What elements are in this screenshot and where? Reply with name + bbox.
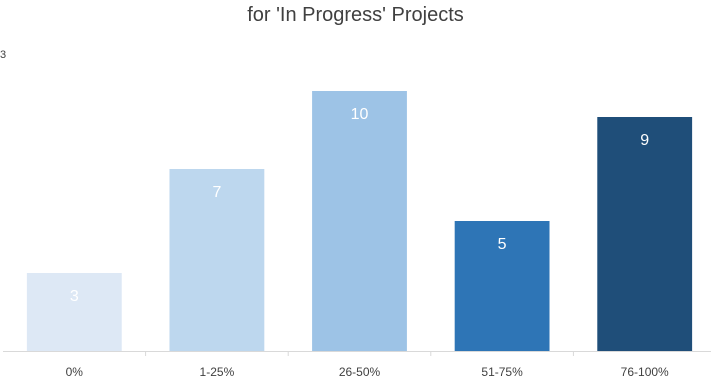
- data-label: 9: [640, 132, 649, 149]
- bar-1-25pct: [169, 169, 265, 351]
- chart-title: for 'In Progress' Projects: [247, 4, 464, 26]
- data-label: 3: [70, 288, 79, 305]
- x-tick-label: 0%: [66, 365, 84, 379]
- x-tick-label: 51-75%: [481, 365, 523, 379]
- x-tick-label: 26-50%: [339, 365, 381, 379]
- data-label: 7: [212, 184, 221, 201]
- bar-0pct: [26, 273, 122, 351]
- bar-76-100pct: [597, 117, 693, 351]
- bars-layer: 3 7 10 5 9: [26, 91, 693, 351]
- data-label: 5: [498, 236, 507, 253]
- bar-51-75pct: [454, 221, 550, 351]
- ticks-layer: 0% 1-25% 26-50% 51-75% 76-100%: [66, 351, 669, 379]
- x-tick-label: 1-25%: [200, 365, 235, 379]
- corner-text: 3: [0, 49, 7, 61]
- bar-26-50pct: [312, 91, 407, 351]
- data-label: 10: [351, 106, 369, 123]
- x-tick-label: 76-100%: [621, 365, 669, 379]
